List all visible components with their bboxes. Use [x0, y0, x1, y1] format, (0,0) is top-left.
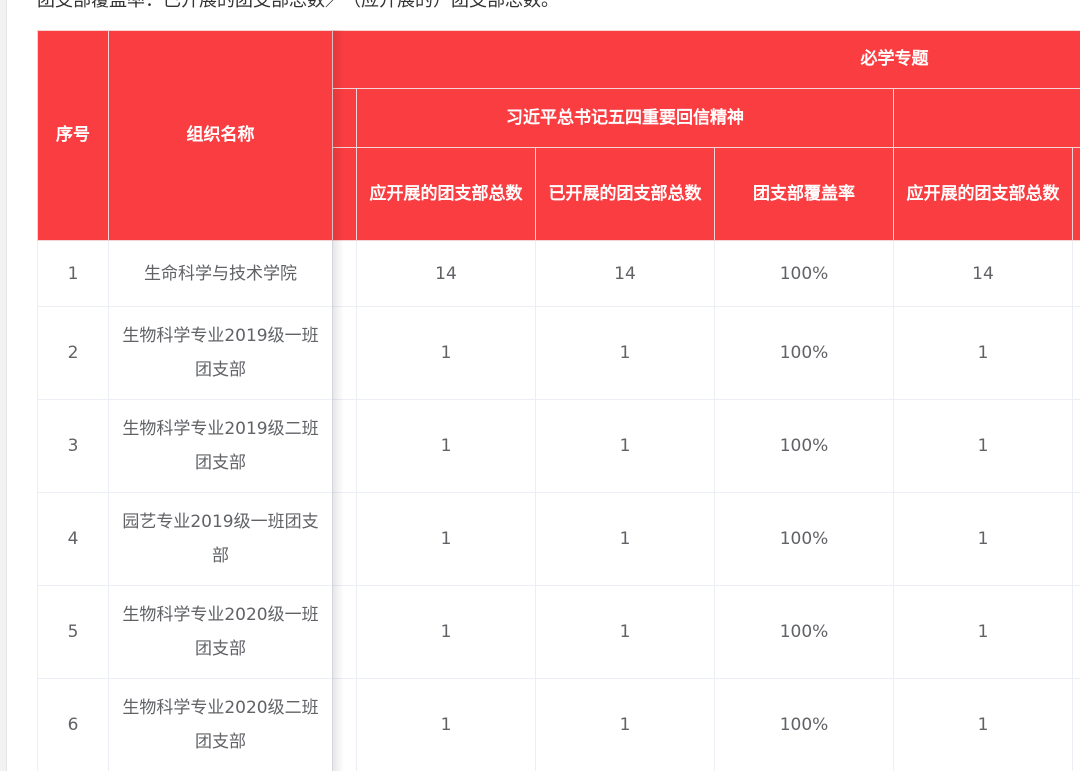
cell-coverage: 100% [714, 492, 894, 586]
table-row: 3 生物科学专业2019级二班团支部 1 1 100% 1 [37, 399, 1080, 493]
cell-prev [332, 492, 357, 586]
cell-should-total: 1 [356, 678, 536, 771]
cell-done-total-2 [1072, 678, 1080, 771]
statistics-table: 序号 组织名称 必学专题 习近平总书记五四重要回信精神 应开展的团支部总数 已开… [37, 30, 1080, 771]
cell-index: 6 [37, 678, 109, 771]
cell-index: 3 [37, 399, 109, 493]
cell-index: 5 [37, 585, 109, 679]
cell-should-total: 1 [356, 492, 536, 586]
cell-coverage: 100% [714, 399, 894, 493]
cell-should-total-2: 1 [893, 306, 1073, 400]
cell-done-total: 1 [535, 399, 715, 493]
cell-prev [332, 585, 357, 679]
cell-org-name: 生物科学专业2019级二班团支部 [108, 399, 333, 493]
cell-org-name: 生物科学专业2020级二班团支部 [108, 678, 333, 771]
cell-prev [332, 240, 357, 307]
cell-done-total: 1 [535, 585, 715, 679]
statistics-table-container[interactable]: 序号 组织名称 必学专题 习近平总书记五四重要回信精神 应开展的团支部总数 已开… [37, 30, 1080, 771]
cell-done-total-2 [1072, 585, 1080, 679]
cell-coverage: 100% [714, 585, 894, 679]
header-should-total-2: 应开展的团支部总数 [893, 147, 1073, 241]
header-required-topics: 必学专题 [332, 30, 1080, 89]
header-coverage: 团支部覆盖率 [714, 147, 894, 241]
cell-org-name: 生命科学与技术学院 [108, 240, 333, 307]
page-left-border [0, 0, 7, 771]
cell-should-total-2: 14 [893, 240, 1073, 307]
cell-coverage: 100% [714, 306, 894, 400]
cell-coverage: 100% [714, 240, 894, 307]
cell-should-total-2: 1 [893, 492, 1073, 586]
cell-done-total: 14 [535, 240, 715, 307]
header-done-total-2 [1072, 147, 1080, 241]
cell-prev [332, 306, 357, 400]
cell-done-total-2 [1072, 399, 1080, 493]
cell-index: 1 [37, 240, 109, 307]
cell-should-total: 14 [356, 240, 536, 307]
cell-done-total: 1 [535, 678, 715, 771]
header-index: 序号 [37, 30, 109, 241]
header-topic-2 [893, 88, 1080, 148]
header-topic-1: 习近平总书记五四重要回信精神 [356, 88, 894, 148]
header-should-total: 应开展的团支部总数 [356, 147, 536, 241]
cell-should-total-2: 1 [893, 399, 1073, 493]
cell-should-total: 1 [356, 306, 536, 400]
cell-org-name: 生物科学专业2020级一班团支部 [108, 585, 333, 679]
table-row: 4 园艺专业2019级一班团支部 1 1 100% 1 [37, 492, 1080, 586]
cell-index: 2 [37, 306, 109, 400]
cell-done-total-2 [1072, 492, 1080, 586]
cell-prev [332, 678, 357, 771]
cell-should-total: 1 [356, 585, 536, 679]
cell-coverage: 100% [714, 678, 894, 771]
table-row: 5 生物科学专业2020级一班团支部 1 1 100% 1 [37, 585, 1080, 679]
header-org-name: 组织名称 [108, 30, 333, 241]
header-done-total: 已开展的团支部总数 [535, 147, 715, 241]
cell-org-name: 生物科学专业2019级一班团支部 [108, 306, 333, 400]
cell-index: 4 [37, 492, 109, 586]
table-row: 1 生命科学与技术学院 14 14 100% 14 [37, 240, 1080, 307]
cell-should-total-2: 1 [893, 585, 1073, 679]
cell-should-total: 1 [356, 399, 536, 493]
cell-prev [332, 399, 357, 493]
cell-done-total: 1 [535, 492, 715, 586]
header-prev-group [332, 88, 357, 148]
cell-done-total-2 [1072, 306, 1080, 400]
table-row: 6 生物科学专业2020级二班团支部 1 1 100% 1 [37, 678, 1080, 771]
cell-org-name: 园艺专业2019级一班团支部 [108, 492, 333, 586]
table-row: 2 生物科学专业2019级一班团支部 1 1 100% 1 [37, 306, 1080, 400]
header-prev-sub [332, 147, 357, 241]
cell-done-total: 1 [535, 306, 715, 400]
cell-should-total-2: 1 [893, 678, 1073, 771]
coverage-note: 团支部覆盖率：已开展的团支部总数／（应开展的）团支部总数。 [37, 0, 559, 11]
cell-done-total-2 [1072, 240, 1080, 307]
